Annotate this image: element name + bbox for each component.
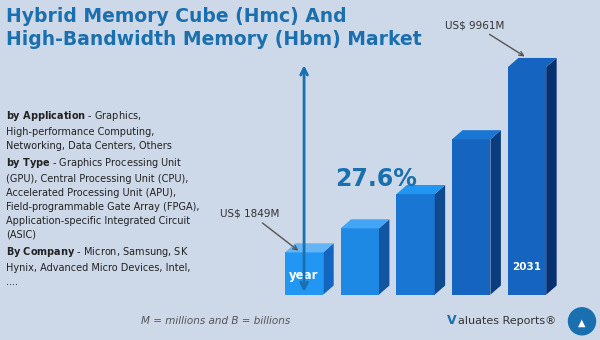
Polygon shape [435,185,445,295]
Text: $\bf{by\ Application}$ - Graphics,
High-performance Computing,
Networking, Data : $\bf{by\ Application}$ - Graphics, High-… [6,109,199,287]
Polygon shape [546,58,557,295]
Polygon shape [508,58,557,67]
Polygon shape [323,243,334,295]
Text: M = millions and B = billions: M = millions and B = billions [142,316,290,326]
Text: Hybrid Memory Cube (Hmc) And
High-Bandwidth Memory (Hbm) Market: Hybrid Memory Cube (Hmc) And High-Bandwi… [6,7,422,49]
Text: aluates Reports®: aluates Reports® [458,316,556,326]
Polygon shape [379,219,389,295]
Polygon shape [452,130,501,139]
Bar [285,252,323,295]
Polygon shape [490,130,501,295]
Polygon shape [397,185,445,194]
Text: V: V [447,314,457,327]
Circle shape [569,308,595,335]
Text: US$ 9961M: US$ 9961M [445,20,523,56]
Text: 2031: 2031 [512,262,542,272]
Bar [397,194,435,295]
Polygon shape [285,243,334,252]
Text: year: year [289,269,319,282]
Bar [508,67,546,295]
Polygon shape [341,219,389,228]
Text: US$ 1849M: US$ 1849M [220,208,297,250]
Text: ▲: ▲ [578,318,586,328]
Bar [452,139,490,295]
Text: 27.6%: 27.6% [335,167,417,190]
Bar [341,228,379,295]
